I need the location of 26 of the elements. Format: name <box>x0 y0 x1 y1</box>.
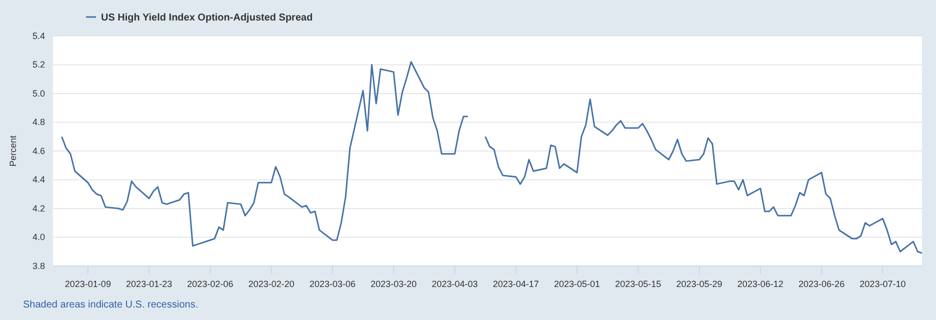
x-tick-label: 2023-05-29 <box>676 279 722 289</box>
x-tick-label: 2023-03-06 <box>309 279 356 289</box>
y-tick-label: 4.0 <box>32 232 45 242</box>
y-tick-label: 4.6 <box>32 146 45 156</box>
y-tick-label: 4.2 <box>32 203 45 214</box>
y-tick-label: 5.0 <box>32 88 45 98</box>
x-tick-label: 2023-01-23 <box>126 279 172 289</box>
x-tick-label: 2023-04-03 <box>432 279 478 289</box>
x-tick-label: 2023-07-10 <box>860 279 906 289</box>
x-tick-label: 2023-02-06 <box>187 279 234 289</box>
x-tick-label: 2023-06-26 <box>798 279 845 289</box>
x-tick-label: 2023-06-12 <box>737 279 784 289</box>
legend-label: US High Yield Index Option-Adjusted Spread <box>101 12 313 24</box>
y-axis-title: Percent <box>8 135 18 167</box>
y-tick-label: 5.4 <box>32 30 45 41</box>
y-tick-label: 4.8 <box>32 117 45 128</box>
text: Shaded areas indicate U.S. recessions. <box>23 300 198 310</box>
x-tick-label: 2023-05-15 <box>615 279 662 289</box>
x-tick-label: 2023-04-17 <box>492 279 539 289</box>
x-tick-label: 2023-02-20 <box>248 279 294 289</box>
y-tick-label: 3.8 <box>32 260 45 271</box>
x-tick-label: 2023-05-01 <box>554 279 600 289</box>
x-tick-label: 2023-01-09 <box>64 279 111 289</box>
y-tick-label: 4.4 <box>32 174 45 185</box>
y-tick-label: 5.2 <box>32 60 45 70</box>
x-tick-label: 2023-03-20 <box>370 279 417 289</box>
